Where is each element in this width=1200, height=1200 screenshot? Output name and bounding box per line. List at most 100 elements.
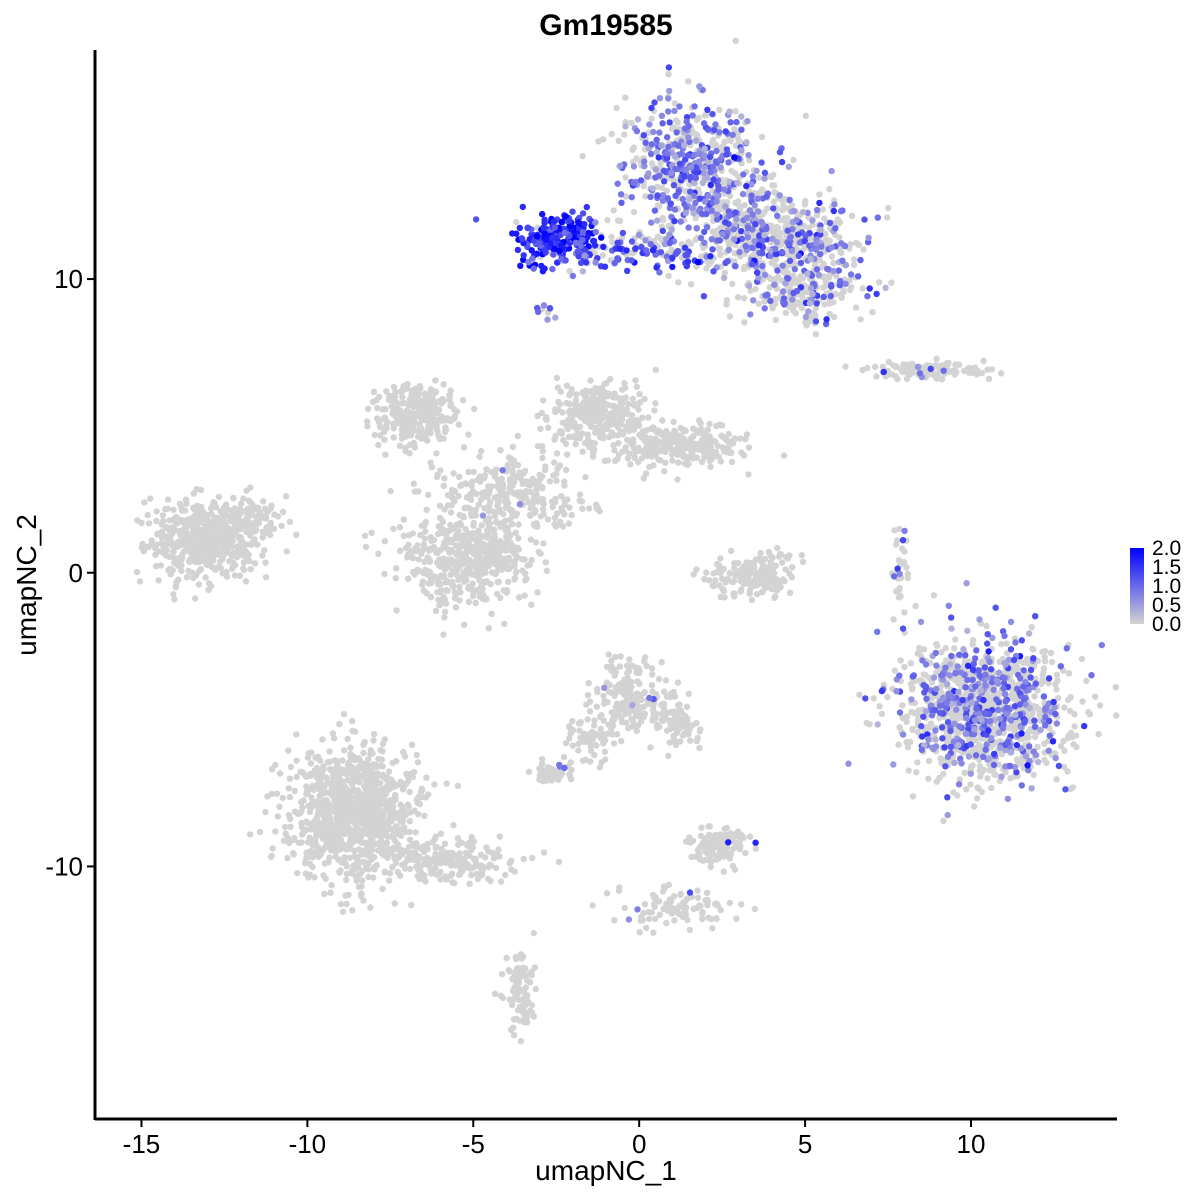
data-point — [1040, 665, 1048, 672]
data-point — [472, 512, 480, 519]
data-point — [191, 552, 198, 560]
data-point — [685, 690, 692, 697]
data-point — [651, 901, 658, 908]
data-point — [677, 910, 684, 917]
data-point — [145, 520, 153, 527]
data-point — [782, 309, 790, 316]
data-point — [586, 505, 593, 512]
data-point — [648, 665, 656, 672]
data-point — [263, 529, 270, 537]
data-point — [572, 396, 580, 404]
scatter-points — [133, 37, 1120, 1045]
data-point — [483, 596, 490, 603]
data-point — [247, 484, 254, 491]
data-point — [171, 596, 178, 603]
data-point — [423, 590, 430, 597]
data-point — [467, 496, 475, 503]
data-point — [381, 570, 388, 578]
data-point — [892, 373, 899, 380]
data-point — [539, 454, 546, 462]
data-point — [1029, 710, 1036, 718]
data-point — [674, 476, 681, 483]
data-point — [583, 411, 590, 418]
data-point — [621, 380, 628, 387]
data-point — [694, 894, 702, 901]
data-point — [505, 454, 513, 461]
data-point — [244, 505, 251, 513]
data-point — [596, 421, 603, 428]
data-point — [647, 425, 655, 433]
data-point — [772, 581, 779, 588]
data-point — [666, 739, 673, 746]
data-point — [434, 530, 442, 538]
data-point — [784, 269, 792, 277]
data-point — [934, 363, 941, 370]
data-point — [668, 451, 675, 458]
data-point — [614, 432, 621, 439]
data-point — [250, 540, 258, 547]
data-point — [654, 724, 661, 732]
data-point — [969, 641, 976, 648]
data-point — [181, 507, 189, 514]
data-point — [1038, 678, 1046, 685]
data-point — [584, 692, 592, 699]
data-point — [136, 578, 144, 585]
data-point — [237, 525, 244, 533]
data-point — [611, 917, 618, 924]
data-point — [478, 582, 485, 590]
data-point — [178, 556, 185, 564]
data-point — [435, 523, 442, 530]
data-point — [251, 528, 259, 535]
data-point — [650, 711, 657, 718]
data-point — [705, 831, 713, 839]
data-point — [523, 575, 530, 582]
data-point — [431, 546, 438, 553]
data-point — [514, 432, 521, 440]
data-point — [587, 758, 594, 765]
data-point — [622, 193, 630, 200]
data-point — [661, 468, 668, 475]
data-point — [802, 112, 809, 120]
data-point — [610, 402, 618, 410]
data-point — [538, 409, 545, 417]
data-point — [474, 476, 481, 484]
data-point — [183, 574, 191, 581]
data-point — [596, 764, 603, 771]
data-point — [522, 494, 530, 501]
data-point — [1068, 733, 1076, 741]
data-point — [670, 418, 677, 426]
data-point — [1043, 759, 1050, 767]
data-point — [675, 459, 682, 466]
data-point — [715, 453, 723, 460]
data-point — [563, 451, 571, 458]
data-point — [642, 470, 650, 477]
data-point — [698, 824, 705, 831]
data-point — [255, 516, 262, 524]
data-point — [457, 556, 465, 563]
data-point — [212, 566, 219, 573]
data-point — [1025, 734, 1032, 741]
data-point — [922, 369, 930, 377]
data-point — [740, 265, 748, 273]
data-point — [986, 767, 993, 774]
data-point — [903, 718, 910, 726]
data-point — [579, 757, 587, 764]
data-point — [447, 402, 454, 409]
data-point — [230, 495, 237, 502]
data-point — [566, 735, 573, 742]
data-point — [440, 482, 447, 489]
data-point — [488, 610, 495, 617]
data-point — [673, 117, 680, 124]
data-point — [643, 924, 650, 932]
data-point — [552, 432, 559, 440]
data-point — [495, 563, 502, 570]
data-point — [772, 316, 779, 324]
data-point — [534, 589, 541, 596]
data-point — [821, 230, 829, 237]
data-point — [552, 495, 559, 503]
data-point — [582, 417, 589, 424]
data-point — [730, 578, 737, 586]
data-point — [723, 301, 730, 308]
data-point — [632, 401, 639, 408]
data-point — [799, 558, 807, 565]
